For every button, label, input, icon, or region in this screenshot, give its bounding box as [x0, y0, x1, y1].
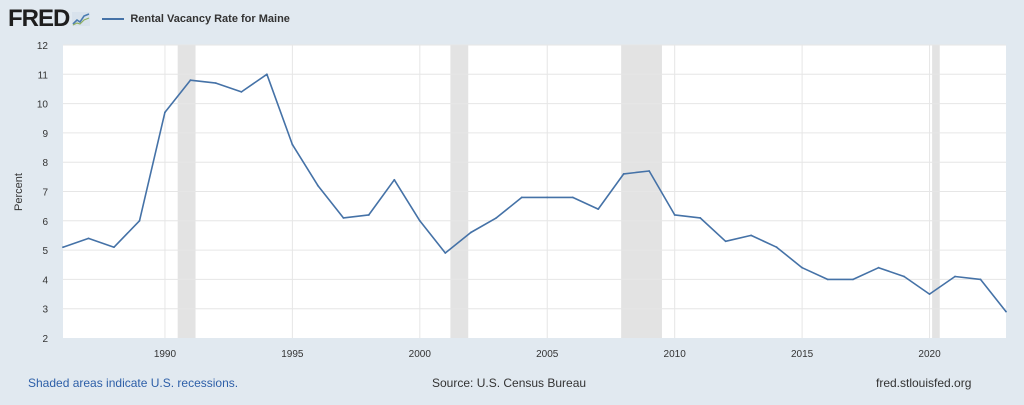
x-tick-label: 2000 — [409, 349, 432, 360]
y-tick-label: 3 — [42, 305, 48, 316]
legend-label: Rental Vacancy Rate for Maine — [130, 13, 290, 25]
chart-legend[interactable]: Rental Vacancy Rate for Maine — [102, 13, 290, 25]
x-tick-label: 2010 — [664, 349, 687, 360]
data-point — [215, 82, 217, 84]
data-point — [699, 216, 702, 219]
data-point — [903, 275, 905, 278]
y-tick-label: 6 — [42, 217, 48, 228]
recession-note-link[interactable]: Shaded areas indicate U.S. recessions. — [28, 376, 239, 390]
data-point — [520, 196, 523, 199]
fred-chart-icon — [72, 12, 91, 26]
data-point — [316, 184, 319, 187]
legend-swatch — [102, 18, 125, 20]
data-point — [648, 170, 651, 172]
data-point — [775, 246, 778, 249]
fred-logo-text: FRED — [8, 5, 70, 32]
data-point — [87, 237, 90, 240]
y-axis-ticks: 2 3 4 5 6 7 8 9 10 11 12 — [37, 41, 49, 345]
y-tick-label: 7 — [42, 188, 48, 199]
fred-logo[interactable]: FRED — [8, 5, 91, 33]
y-axis-label: Percent — [13, 173, 25, 211]
data-point — [826, 278, 829, 281]
data-point — [189, 79, 192, 82]
x-tick-label: 2020 — [918, 349, 941, 360]
data-point — [113, 246, 115, 249]
y-tick-label: 12 — [37, 41, 49, 52]
data-point — [62, 246, 64, 249]
x-tick-label: 2005 — [536, 349, 559, 360]
data-point — [367, 214, 370, 216]
x-tick-label: 2015 — [791, 349, 814, 360]
source-text: Source: U.S. Census Bureau — [432, 376, 587, 390]
x-axis-ticks: 1990 1995 2000 2005 2010 2015 2020 — [154, 349, 941, 360]
data-point — [546, 196, 549, 199]
y-tick-label: 9 — [42, 129, 48, 140]
data-point — [342, 216, 345, 219]
chart-header: FRED Rental Vacancy Rate for Maine — [8, 5, 290, 33]
data-point — [444, 252, 447, 254]
data-point — [724, 240, 727, 243]
series-line — [62, 73, 1007, 313]
data-point — [673, 214, 676, 216]
y-tick-label: 10 — [37, 100, 49, 111]
data-point — [750, 234, 753, 237]
data-point — [495, 216, 498, 219]
site-link[interactable]: fred.stlouisfed.org — [876, 376, 972, 390]
y-tick-label: 2 — [42, 334, 48, 345]
data-point — [597, 208, 600, 210]
data-point — [571, 196, 574, 199]
data-point — [801, 266, 804, 269]
data-point — [469, 231, 472, 234]
data-point — [928, 293, 931, 295]
data-point — [1005, 310, 1007, 313]
x-tick-label: 1995 — [281, 349, 304, 360]
data-point — [393, 178, 396, 181]
data-point — [622, 173, 625, 175]
y-tick-label: 8 — [42, 158, 48, 169]
line-chart: 2 3 4 5 6 7 8 9 10 11 12 1990 1995 2000 2005 2010 2015 2… — [13, 41, 1007, 360]
data-point — [291, 143, 294, 146]
y-tick-label: 4 — [42, 275, 48, 286]
data-point — [979, 278, 982, 281]
data-point — [164, 111, 166, 114]
data-point — [877, 266, 880, 269]
data-point — [265, 73, 268, 76]
x-tick-label: 1990 — [154, 349, 177, 360]
series-lines — [62, 73, 1007, 313]
data-point — [138, 219, 141, 222]
data-point — [954, 275, 956, 278]
y-tick-label: 5 — [42, 246, 48, 257]
y-tick-label: 11 — [38, 70, 49, 81]
data-point — [240, 90, 243, 93]
data-point — [418, 219, 421, 222]
data-point — [852, 278, 854, 281]
